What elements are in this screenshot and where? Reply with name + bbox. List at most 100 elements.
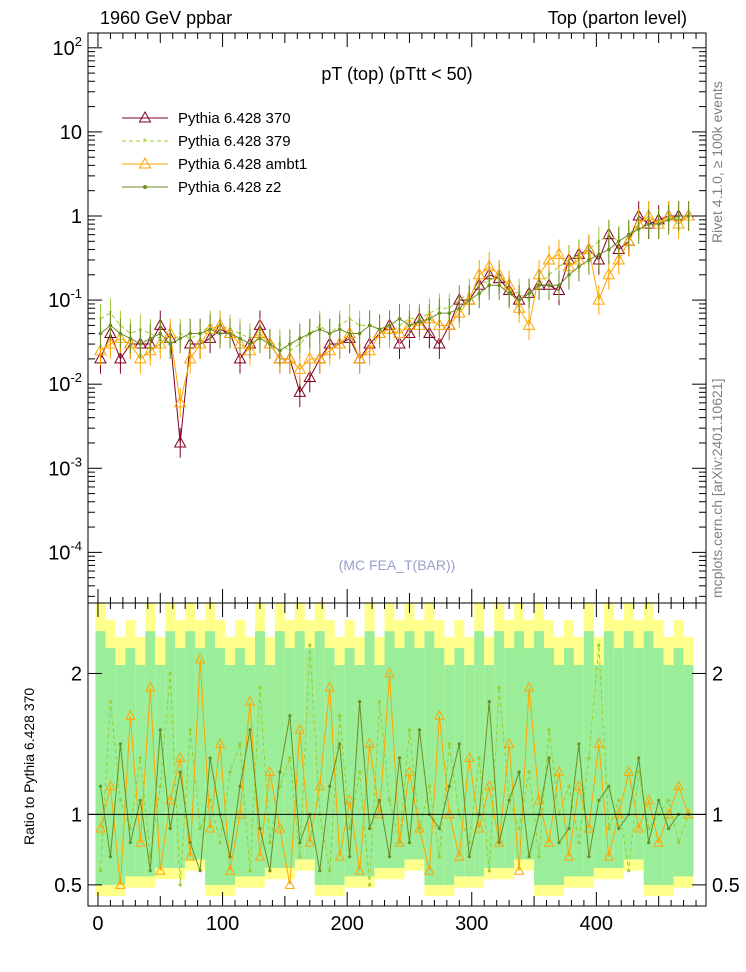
ratio-inner-band <box>563 648 574 877</box>
ratio-inner-band <box>185 631 196 860</box>
data-point <box>552 247 566 259</box>
ratio-point <box>105 780 116 791</box>
ratio-point <box>308 643 312 647</box>
ratio-inner-band <box>683 665 694 877</box>
main-title-text: pT (top) (pTtt < 50) <box>321 64 472 84</box>
data-point <box>98 331 103 336</box>
ratio-point <box>244 695 256 706</box>
ratio-inner-band <box>314 631 325 885</box>
ratio-inner-band <box>613 648 624 868</box>
ratio-inner-band <box>534 631 545 885</box>
data-point <box>183 351 197 364</box>
ratio-point <box>214 737 226 748</box>
data-point <box>437 311 442 315</box>
ratio-point <box>98 869 103 873</box>
ratio-point <box>653 836 664 847</box>
ratio-inner-band <box>504 648 515 868</box>
ratio-inner-band <box>484 665 495 868</box>
data-point <box>327 331 332 336</box>
ratio-point <box>447 784 451 788</box>
ratio-point <box>377 700 382 704</box>
ratio-inner-band <box>434 648 445 885</box>
ratio-point <box>138 798 142 802</box>
data-point <box>333 337 347 349</box>
ratio-point <box>547 728 551 732</box>
data-point <box>128 336 133 341</box>
ratio-point <box>493 836 505 847</box>
ratio-point <box>587 855 591 859</box>
ratio-point <box>477 756 481 760</box>
ratio-point <box>144 681 156 692</box>
ratio-point <box>437 855 441 859</box>
ratio-inner-band <box>643 631 654 885</box>
data-point <box>393 326 406 339</box>
ratio-point <box>657 798 661 802</box>
x-tick-label: 400 <box>580 913 613 935</box>
ratio-point <box>377 798 382 802</box>
legend-label: Pythia 6.428 z2 <box>178 179 281 196</box>
ratio-point <box>98 784 103 788</box>
ratio-point <box>573 780 585 791</box>
data-point <box>293 362 307 374</box>
y-tick-label: 102 <box>53 34 82 60</box>
ratio-inner-band <box>653 648 664 885</box>
ratio-point <box>637 770 641 774</box>
ratio-point <box>108 700 113 704</box>
ratio-inner-band <box>673 648 684 877</box>
ratio-inner-band <box>334 665 345 885</box>
ratio-y-tick-label-right: 1 <box>712 804 723 826</box>
main-title: pT (top) (pTtt < 50) <box>321 64 472 84</box>
ratio-inner-band <box>603 631 614 868</box>
ratio-point <box>667 826 671 831</box>
ratio-point <box>597 798 601 802</box>
ratio-inner-band <box>155 665 166 868</box>
data-point <box>118 331 123 336</box>
ratio-point <box>487 700 491 704</box>
ratio-point <box>607 784 611 788</box>
data-point <box>307 331 312 336</box>
data-point <box>433 337 446 349</box>
legend-marker <box>143 185 147 189</box>
ratio-point <box>338 714 342 718</box>
ratio-point <box>487 869 491 873</box>
ratio-point <box>328 869 332 873</box>
ratio-point <box>667 798 671 802</box>
data-point <box>108 323 113 328</box>
ratio-point <box>643 794 655 805</box>
ratio-point <box>537 855 541 859</box>
ratio-point <box>673 780 684 791</box>
ratio-point <box>676 840 681 845</box>
ratio-point <box>208 756 212 760</box>
ratio-inner-band <box>514 631 525 860</box>
data-point <box>133 351 147 364</box>
data-point <box>313 351 327 364</box>
legend-label: Pythia 6.428 370 <box>178 110 291 127</box>
ratio-inner-band <box>165 631 176 868</box>
data-point <box>507 291 511 296</box>
ratio-inner-band <box>145 631 156 877</box>
ratio-point <box>637 756 641 760</box>
data-point <box>114 351 127 364</box>
ratio-point <box>394 836 405 847</box>
watermark: (MC FEA_T(BAR)) <box>339 557 456 573</box>
x-tick-label: 300 <box>455 913 488 935</box>
ratio-point <box>367 826 372 831</box>
ratio-inner-band <box>633 648 644 860</box>
ratio-point <box>198 826 202 831</box>
ratio-point <box>414 822 425 833</box>
ratio-point <box>198 869 202 873</box>
ratio-point <box>523 681 535 692</box>
ratio-point <box>473 822 485 833</box>
data-point <box>447 311 452 315</box>
ratio-inner-band <box>274 631 285 868</box>
ratio-point <box>128 826 132 831</box>
data-point <box>178 336 183 341</box>
ratio-inner-band <box>593 665 604 868</box>
ratio-point <box>358 700 362 704</box>
data-point <box>258 336 262 341</box>
ratio-inner-band <box>524 648 535 860</box>
ratio-point <box>457 742 461 746</box>
ratio-inner-band <box>115 665 126 885</box>
data-point <box>423 326 436 339</box>
